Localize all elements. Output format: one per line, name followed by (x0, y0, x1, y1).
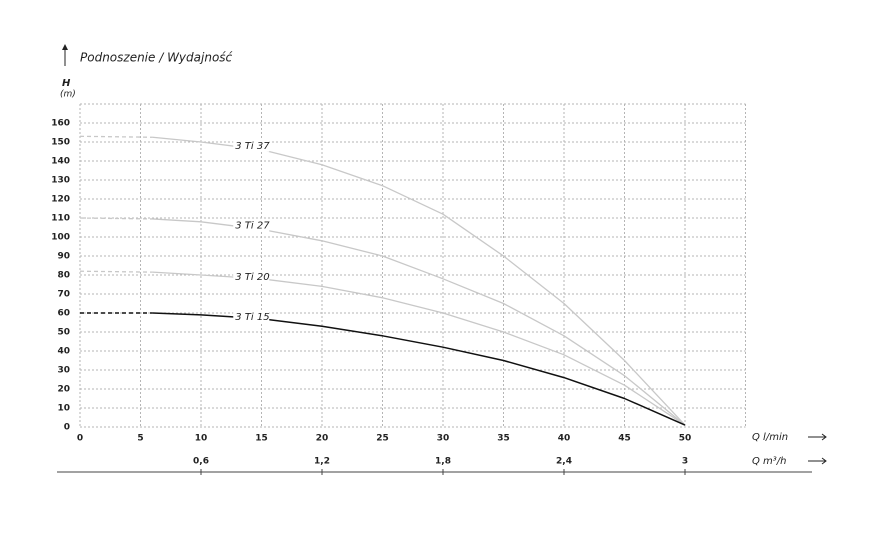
x-tick-label: 40 (558, 434, 571, 444)
y-tick-label: 150 (51, 138, 70, 148)
y-tick-label: 40 (57, 347, 70, 357)
y-tick-label: 70 (57, 290, 70, 300)
y-tick-label: 110 (51, 214, 70, 224)
series-label: 3 Ti 37 (235, 141, 270, 152)
label-bg (233, 139, 270, 152)
x-tick-label: 35 (497, 434, 510, 444)
y-tick-label: 20 (57, 385, 70, 395)
x-tick-label: 20 (316, 434, 329, 444)
y-tick-label: 30 (57, 366, 70, 376)
chart-title: Podnoszenie / Wydajność (80, 51, 233, 65)
x2-tick-label: 1,2 (314, 457, 330, 467)
y-unit: (m) (60, 90, 76, 100)
y-tick-label: 60 (57, 309, 70, 319)
curve (152, 136, 686, 426)
x-tick-label: 5 (137, 434, 143, 444)
x-tick-label: 30 (437, 434, 450, 444)
series-label: 3 Ti 27 (235, 221, 270, 232)
curve (152, 312, 686, 426)
x2-tick-label: 0,6 (193, 457, 209, 467)
x-tick-label: 50 (679, 434, 692, 444)
curve-dashed (79, 270, 153, 273)
x-tick-label: 25 (376, 434, 389, 444)
curve (152, 271, 686, 426)
series-label: 3 Ti 15 (235, 312, 269, 323)
curve-dashed (79, 217, 153, 220)
x-tick-label: 0 (77, 434, 83, 444)
y-tick-label: 130 (51, 176, 70, 186)
y-tick-label: 100 (51, 233, 70, 243)
y-tick-label: 120 (51, 195, 70, 205)
label-bg (233, 219, 270, 232)
y-tick-label: 140 (51, 157, 70, 167)
label-bg (233, 310, 270, 323)
x-tick-label: 15 (255, 434, 268, 444)
x2-arrow (808, 457, 827, 465)
y-tick-label: 80 (57, 271, 70, 281)
y-tick-label: 90 (57, 252, 70, 262)
x2-label: Q m³/h (752, 456, 787, 467)
x2-tick-label: 2,4 (556, 457, 572, 467)
x-label: Q l/min (752, 432, 788, 443)
y-tick-label: 0 (64, 423, 70, 433)
y-label: H (62, 78, 71, 89)
x2-tick-label: 1,8 (435, 457, 451, 467)
curve-dashed (79, 135, 153, 138)
y-tick-label: 160 (51, 119, 70, 129)
y-tick-label: 10 (57, 404, 70, 414)
y-tick-label: 50 (57, 328, 70, 338)
x-arrow (808, 433, 827, 441)
title-arrow-head (62, 44, 68, 50)
curve (152, 218, 686, 426)
x-tick-label: 45 (618, 434, 631, 444)
x-tick-label: 10 (195, 434, 208, 444)
series-label: 3 Ti 20 (235, 272, 269, 283)
x2-tick-label: 3 (682, 457, 688, 467)
label-bg (233, 270, 270, 283)
